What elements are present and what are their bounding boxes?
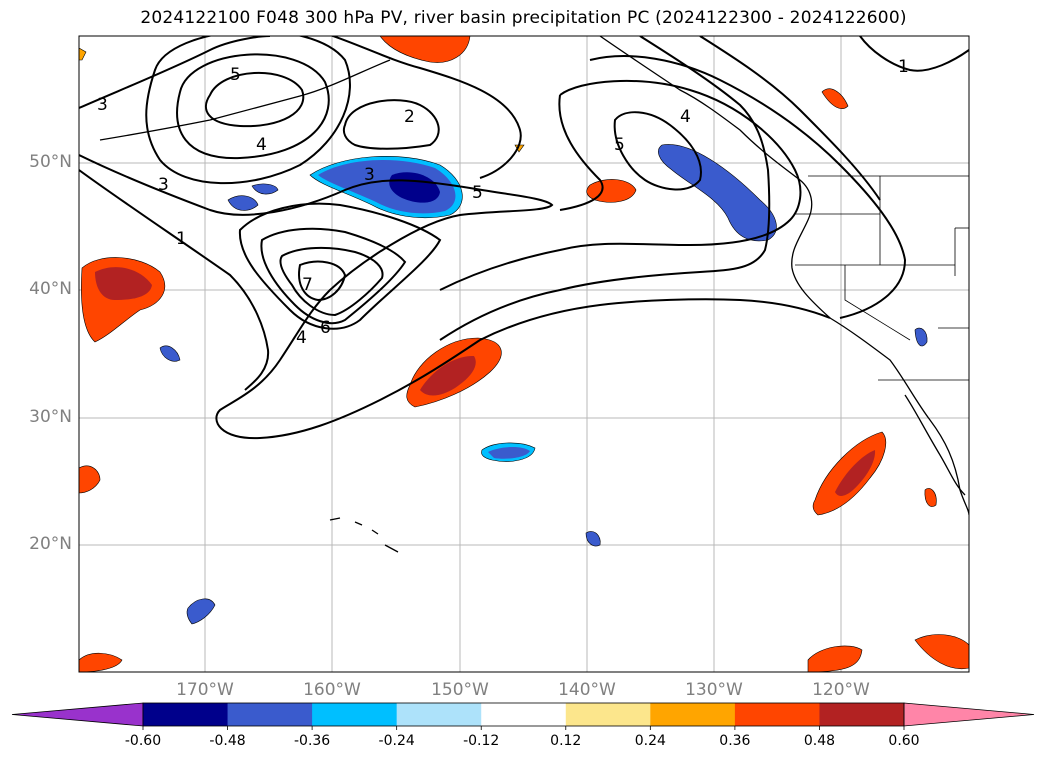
pv-label: 1 <box>176 229 187 249</box>
precip-shading <box>79 36 969 672</box>
pv-contour <box>439 36 771 341</box>
pv-contour <box>859 36 969 72</box>
lon-tick-label: 150°W <box>431 680 489 700</box>
colorbar-tick-label: 0.12 <box>550 733 582 749</box>
colorbar-tick-label: 0.24 <box>634 733 666 749</box>
precip-blob-positive-core <box>95 267 152 300</box>
lat-tick-label: 50°N <box>29 152 72 172</box>
precip-blob-positive <box>79 465 101 494</box>
lat-tick-label: 20°N <box>29 534 72 554</box>
pv-label: 4 <box>256 135 267 155</box>
pv-label: 5 <box>230 65 241 85</box>
gridlines <box>79 36 969 672</box>
colorbar-tick-label: -0.60 <box>124 733 162 749</box>
pv-label: 7 <box>302 275 313 295</box>
pv-label: 4 <box>296 328 307 348</box>
pv-contour-labels: 5 4 3 3 1 2 3 5 5 7 6 4 1 4 <box>97 57 909 348</box>
political-borders <box>795 175 969 381</box>
colorbar-tick-label: 0.48 <box>803 733 836 749</box>
precip-blob-positive <box>924 488 937 507</box>
map-frame <box>78 35 970 673</box>
precip-blob-negative <box>914 327 928 347</box>
pv-contour <box>279 246 384 317</box>
pv-label: 5 <box>614 135 625 155</box>
pv-label: 1 <box>898 57 909 77</box>
lon-tick-label: 120°W <box>812 680 870 700</box>
baja-coast <box>904 394 966 496</box>
precip-blob-negative <box>186 598 216 625</box>
pv-label: 2 <box>404 107 415 127</box>
precip-blob-positive <box>379 36 471 63</box>
pv-contour <box>589 55 907 319</box>
colorbar-tick-label: -0.36 <box>293 733 331 749</box>
pv-contour <box>238 202 442 330</box>
precip-blob-negative <box>658 144 777 242</box>
north-america-coast <box>599 36 969 516</box>
pv-contour <box>329 36 522 179</box>
pv-contours <box>79 36 969 440</box>
lat-tick-label: 40°N <box>29 279 72 299</box>
lon-tick-label: 140°W <box>558 680 616 700</box>
precip-blob-negative-small <box>251 183 279 195</box>
pv-contour <box>298 260 347 302</box>
pv-contour <box>145 36 351 185</box>
pv-label: 3 <box>158 175 169 195</box>
precip-blob-negative <box>585 531 601 547</box>
pv-contour <box>342 99 440 150</box>
pv-contour <box>79 36 271 109</box>
pv-contour <box>439 79 802 291</box>
precip-blob-negative <box>488 446 530 459</box>
pv-label: 5 <box>472 183 483 203</box>
pv-contour <box>176 53 330 160</box>
pv-label: 3 <box>364 165 375 185</box>
aleutian-coast <box>99 59 391 141</box>
pv-contour <box>613 111 702 191</box>
pv-contour <box>79 154 831 440</box>
precip-blob-negative-small <box>227 195 259 211</box>
pv-contour <box>205 72 305 128</box>
precip-blob-positive <box>79 652 123 672</box>
figure-title: 2024122100 F048 300 hPa PV, river basin … <box>140 8 907 28</box>
colorbar-tick-label: 0.60 <box>888 733 920 749</box>
precip-blob-positive-core <box>420 355 476 396</box>
precip-blob-positive <box>807 645 863 672</box>
colorbar-tick-label: -0.48 <box>209 733 246 749</box>
lon-tick-label: 160°W <box>303 680 361 700</box>
pv-label: 6 <box>320 318 331 338</box>
precip-blob-positive <box>79 47 87 61</box>
pv-contour <box>558 94 604 211</box>
colorbar-tick-label: -0.24 <box>378 733 415 749</box>
pv-contour <box>260 227 407 325</box>
pv-label: 4 <box>680 107 691 127</box>
colorbar-tick-label: 0.36 <box>719 733 751 749</box>
lon-tick-label: 130°W <box>685 680 743 700</box>
lat-tick-label: 30°N <box>29 407 72 427</box>
pv-contour <box>79 169 270 391</box>
precip-blob-positive-core <box>835 450 876 496</box>
hawaii-islands <box>329 517 399 553</box>
pv-label: 3 <box>97 95 108 115</box>
pv-contour <box>699 36 881 201</box>
precip-blob-positive <box>914 634 969 670</box>
colorbar-tick-label: -0.12 <box>463 733 500 749</box>
lon-tick-label: 170°W <box>176 680 234 700</box>
precip-blob-negative <box>159 345 181 362</box>
precip-blob-positive <box>821 88 849 109</box>
